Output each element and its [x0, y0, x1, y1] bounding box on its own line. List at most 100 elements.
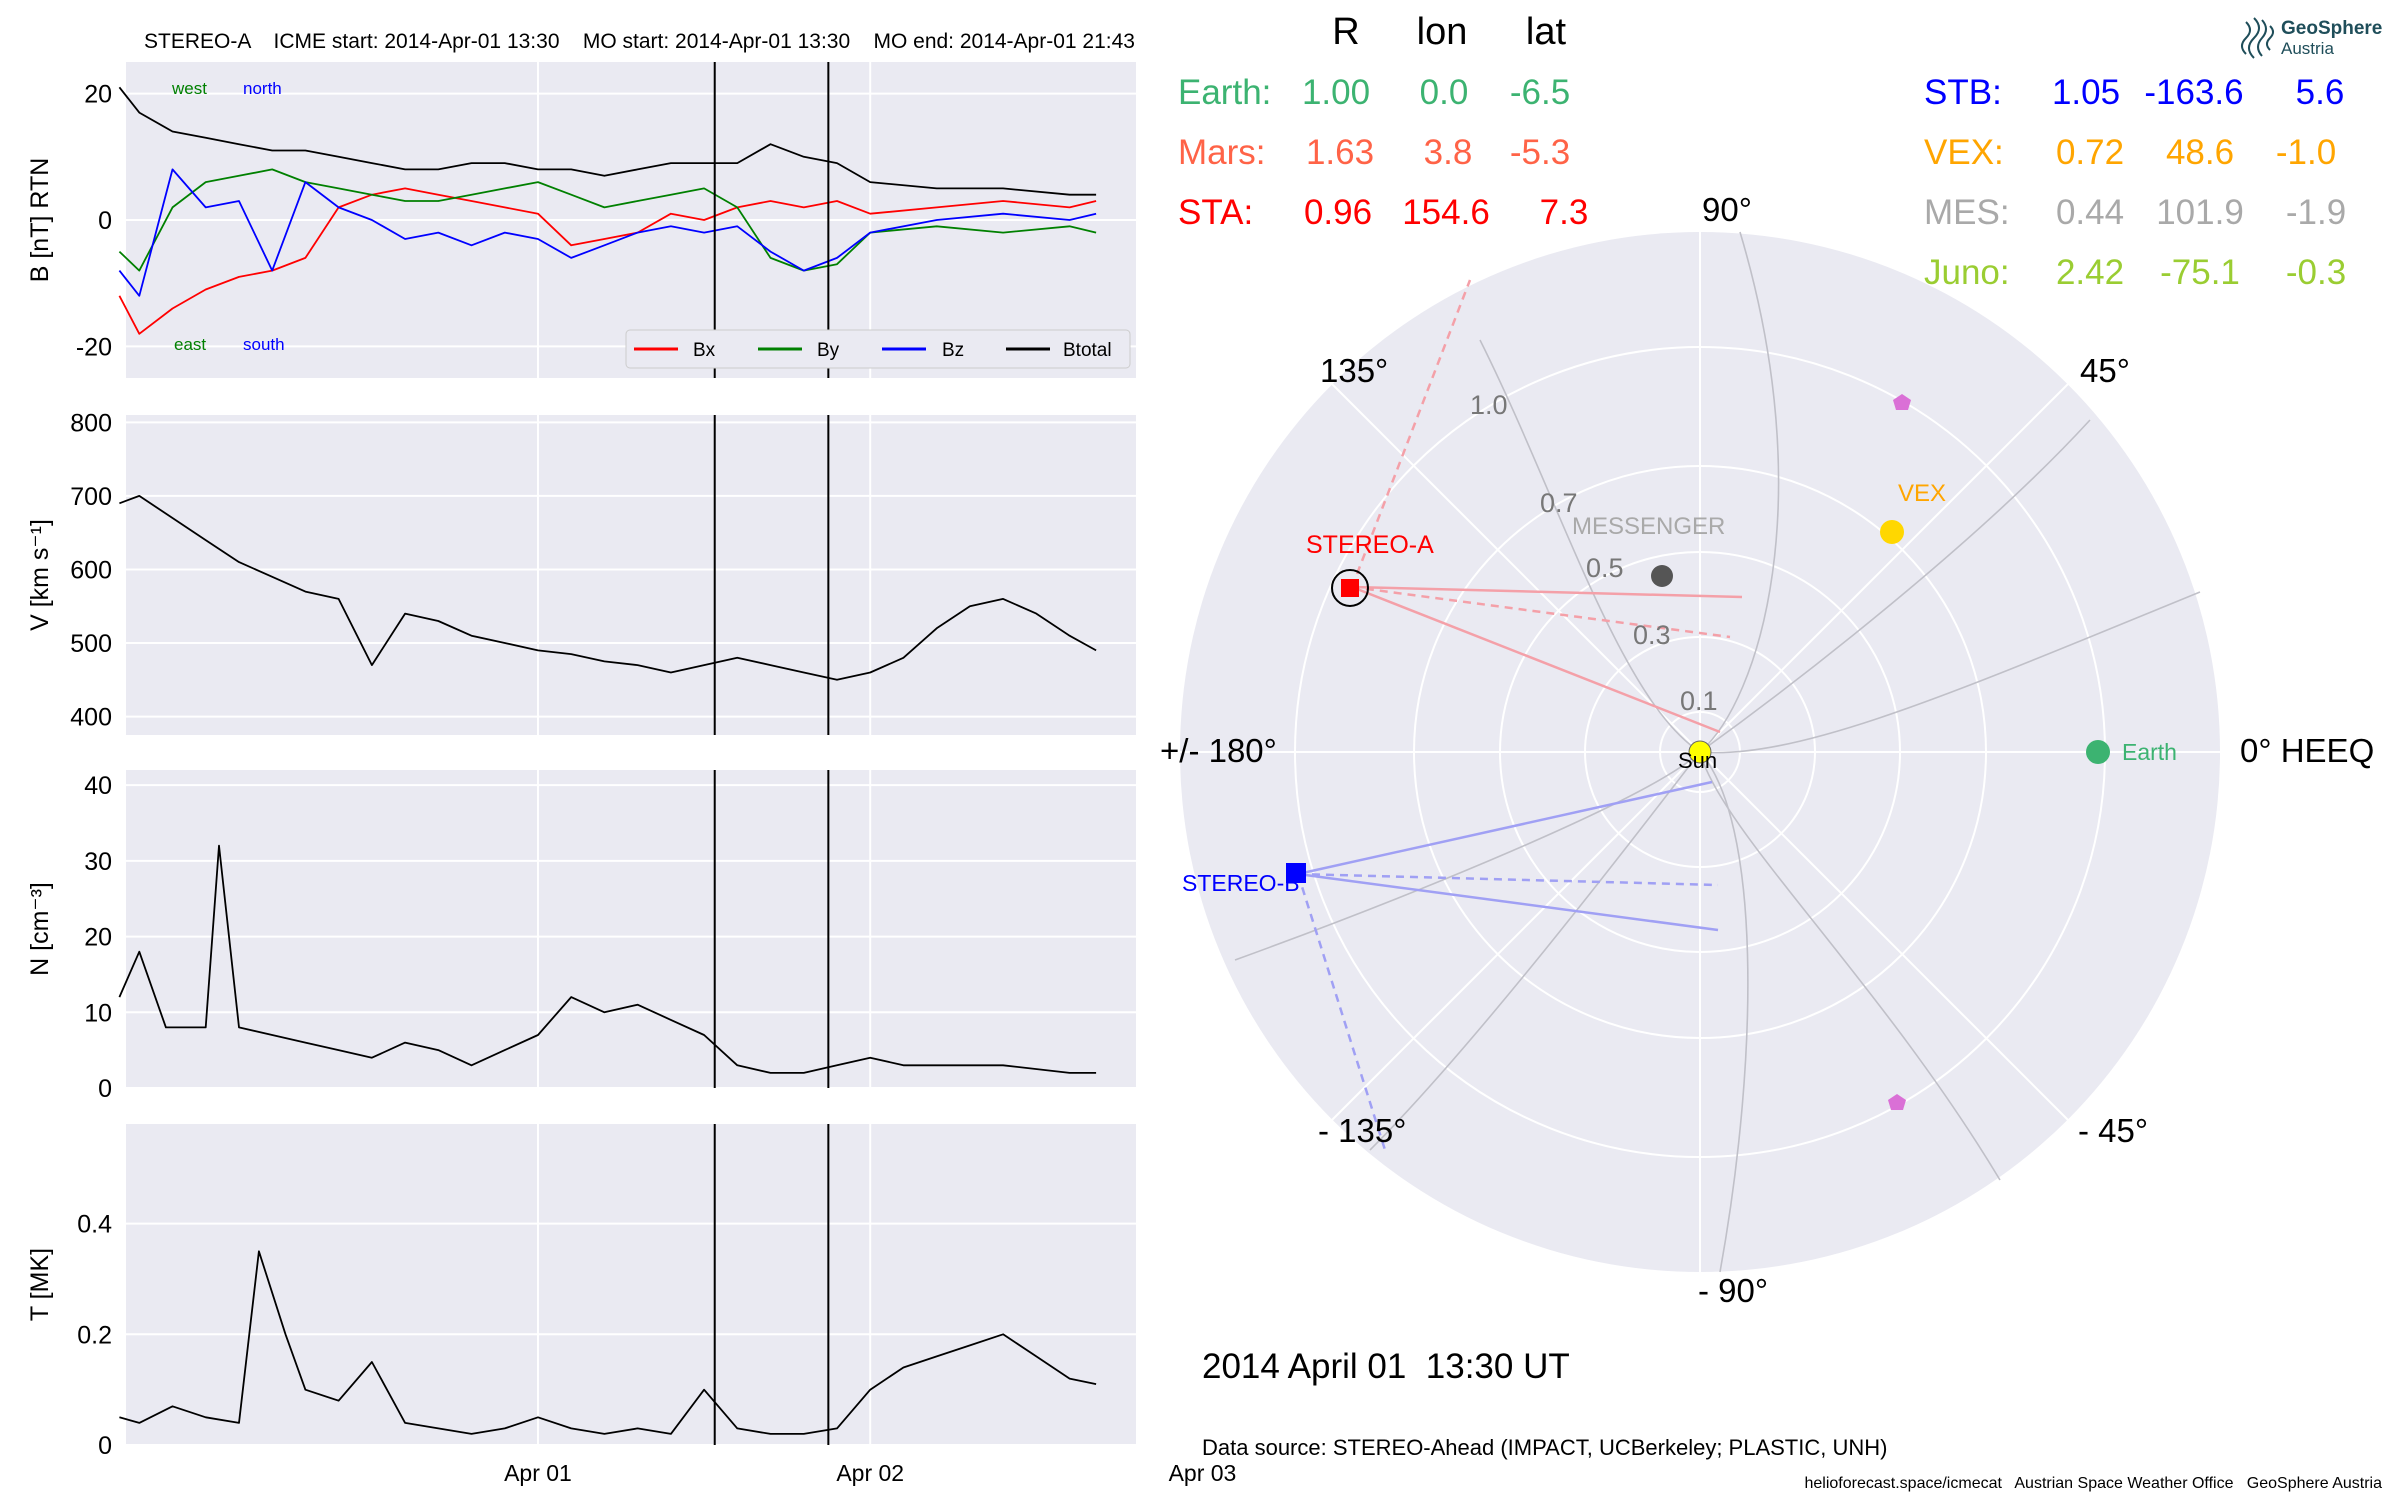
messenger-label: MESSENGER: [1572, 513, 1725, 540]
y-tick-label: 400: [70, 704, 112, 732]
legend-label-bx: Bx: [693, 340, 716, 361]
y-axis-label: B [nT] RTN: [26, 158, 54, 283]
y-tick-label: 20: [84, 81, 112, 109]
y-tick-label: -20: [76, 333, 112, 361]
row-earth-lon: 0.0: [1420, 73, 1469, 112]
row-stb-r: 1.05: [2052, 73, 2120, 112]
row-mes-lat: -1.9: [2286, 193, 2346, 232]
row-stb-lat: 5.6: [2296, 73, 2345, 112]
y-tick-label: 0.4: [77, 1211, 112, 1239]
panel-background: [126, 1124, 1136, 1445]
row-vex-lon: 48.6: [2166, 133, 2234, 172]
row-stb-lon: -163.6: [2144, 73, 2243, 112]
juno-marker-upper: [1893, 394, 1911, 410]
row-mes-lon: 101.9: [2156, 193, 2244, 232]
stereo-b-lines: [1296, 780, 1719, 1151]
y-tick-label: 800: [70, 409, 112, 437]
stereo-a-marker: [1341, 579, 1359, 597]
row-mars-r: 1.63: [1306, 133, 1374, 172]
annotation-west: west: [171, 79, 207, 98]
speed-panel: 800 700 600 500 400 V [km s⁻¹]: [26, 409, 1204, 735]
stereo-a-ring: [1331, 569, 1369, 607]
y-tick-label: 40: [84, 772, 112, 800]
r-tick-0.7: 0.7: [1540, 488, 1578, 518]
header-lon: lon: [1417, 11, 1468, 53]
y-tick-label: 30: [84, 848, 112, 876]
row-mes-r: 0.44: [2056, 193, 2124, 232]
vex-marker: [1880, 520, 1904, 544]
y-tick-label: 10: [84, 999, 112, 1027]
series-line: [118, 86, 1097, 196]
angle-label-0: 0° HEEQ: [2240, 732, 2374, 769]
angle-label-135: 135°: [1320, 352, 1388, 389]
angle-label-m45: - 45°: [2078, 1112, 2148, 1149]
row-mars-lon: 3.8: [1424, 133, 1473, 172]
earth-label: Earth: [2122, 739, 2177, 765]
series-line: [118, 168, 1097, 272]
row-mars-name: Mars:: [1178, 133, 1266, 172]
x-tick-label: Apr 01: [504, 1460, 572, 1486]
y-axis-label: N [cm⁻³]: [26, 882, 54, 976]
series-line: [118, 187, 1097, 335]
x-tick-label: Apr 02: [836, 1460, 904, 1486]
stereo-a-label: STEREO-A: [1306, 531, 1434, 559]
y-tick-label: 0.2: [77, 1321, 112, 1349]
row-sta-r: 0.96: [1304, 193, 1372, 232]
y-tick-label: 20: [84, 924, 112, 952]
temperature-panel: 0.4 0.2 0 T [MK] Apr 01 Apr 02 Apr 03: [26, 1124, 1236, 1486]
series-line: [118, 844, 1097, 1074]
stereo-b-label: STEREO-B: [1182, 870, 1300, 896]
y-axis-label: T [MK]: [26, 1248, 54, 1321]
stereo-b-marker: [1286, 863, 1306, 883]
messenger-marker: [1651, 565, 1673, 587]
x-tick-label: Apr 03: [1169, 1460, 1237, 1486]
angle-label-m90: - 90°: [1698, 1272, 1768, 1309]
series-line: [118, 168, 1097, 297]
row-earth-name: Earth:: [1178, 73, 1271, 112]
r-tick-0.1: 0.1: [1680, 686, 1718, 716]
y-tick-label: 0: [98, 207, 112, 235]
row-earth-lat: -6.5: [1510, 73, 1570, 112]
annotation-east: east: [174, 335, 206, 354]
logo-line1: GeoSphere: [2281, 18, 2382, 39]
row-vex-r: 0.72: [2056, 133, 2124, 172]
annotation-south: south: [243, 335, 285, 354]
stereo-a-lines: [1350, 279, 1743, 734]
sun-label: Sun: [1678, 748, 1717, 773]
logo-mark-icon: [2241, 17, 2274, 59]
row-juno-lat: -0.3: [2286, 253, 2346, 292]
date-label: 2014 April 01 13:30 UT: [1202, 1347, 1570, 1386]
panel-background: [126, 770, 1136, 1088]
magnetic-field-panel: 20 0 -20 B [nT] RTN: [26, 62, 1204, 378]
earth-marker: [2086, 740, 2110, 764]
sun-marker: [1688, 740, 1712, 764]
row-stb-name: STB:: [1924, 73, 2002, 112]
row-sta-lon: 154.6: [1402, 193, 1490, 232]
position-table: R lon lat Earth: 1.00 0.0 -6.5 Mars: 1.6…: [1178, 11, 2346, 292]
footer: helioforecast.space/icmecat Austrian Spa…: [1805, 1475, 2383, 1492]
density-panel: 40 30 20 10 0 N [cm⁻³]: [26, 770, 1204, 1103]
row-sta-lat: 7.3: [1540, 193, 1589, 232]
r-tick-0.5: 0.5: [1586, 553, 1624, 583]
y-tick-label: 700: [70, 483, 112, 511]
y-tick-label: 500: [70, 630, 112, 658]
insitu-title: STEREO-A ICME start: 2014-Apr-01 13:30 M…: [144, 30, 1135, 53]
angle-label-45: 45°: [2080, 352, 2130, 389]
annotation-north: north: [243, 79, 282, 98]
row-earth-r: 1.00: [1302, 73, 1370, 112]
row-mars-lat: -5.3: [1510, 133, 1570, 172]
geosphere-logo: GeoSphere Austria: [2241, 17, 2382, 59]
polar-plot: 0.1 0.3 0.5 0.7 1.0 0° HEEQ 45° 90° 135°…: [1160, 191, 2374, 1309]
r-tick-0.3: 0.3: [1633, 620, 1671, 650]
row-vex-name: VEX:: [1924, 133, 2004, 172]
header-lat: lat: [1526, 11, 1567, 53]
juno-marker-lower: [1888, 1094, 1906, 1110]
y-axis-label: V [km s⁻¹]: [26, 519, 54, 631]
parker-spirals: [1234, 231, 2201, 1273]
row-juno-r: 2.42: [2056, 253, 2124, 292]
row-vex-lat: -1.0: [2276, 133, 2336, 172]
angle-label-90: 90°: [1702, 191, 1752, 228]
data-source: Data source: STEREO-Ahead (IMPACT, UCBer…: [1202, 1435, 1887, 1460]
row-sta-name: STA:: [1178, 193, 1253, 232]
